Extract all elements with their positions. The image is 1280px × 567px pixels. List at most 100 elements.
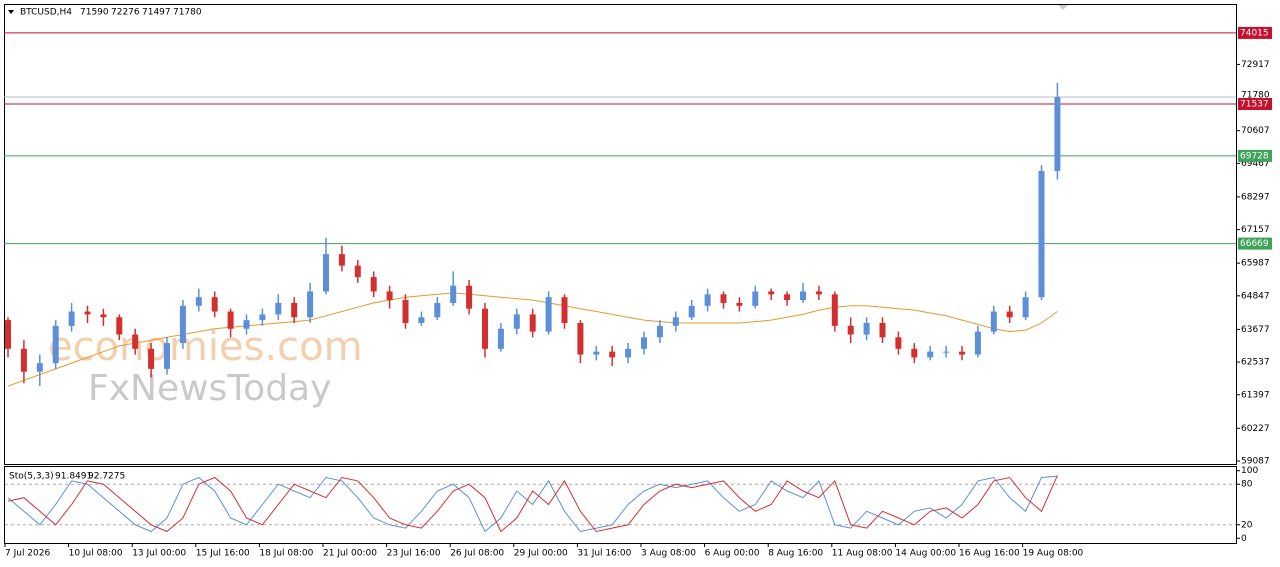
x-tick-label: 10 Jul 08:00: [69, 549, 123, 559]
stoch-tick-label: 80: [1241, 480, 1253, 490]
candle-body: [84, 311, 91, 315]
candle-body: [211, 297, 218, 312]
x-tick-label: 7 Jul 2026: [5, 549, 50, 559]
x-tick-label: 31 Jul 16:00: [577, 549, 631, 559]
header-value: 71590: [80, 8, 109, 18]
header-value: 71497: [142, 8, 171, 18]
candle-body: [800, 291, 806, 301]
stoch-d: [7, 475, 1058, 533]
header-value: 72276: [111, 8, 140, 18]
level-label-bg: [1238, 237, 1272, 250]
x-tick-label: 23 Jul 16:00: [387, 549, 441, 559]
candle-body: [1038, 171, 1045, 298]
stoch-d-value: 92.7275: [88, 472, 125, 482]
level-label: 71537: [1240, 99, 1269, 109]
x-tick-label: 8 Aug 16:00: [768, 549, 823, 559]
candle-body: [879, 322, 886, 338]
stoch-label: Sto(5,3,3): [9, 472, 54, 482]
candle-body: [720, 294, 727, 303]
candle-body: [545, 297, 552, 332]
level-label-bg: [1238, 26, 1272, 39]
header-value: 71780: [173, 8, 202, 18]
candle-body: [450, 285, 457, 303]
candle-body: [291, 302, 298, 318]
candle-body: [943, 351, 950, 353]
candle-body: [386, 291, 393, 301]
main-panel: [4, 4, 1237, 465]
candle-body: [863, 322, 870, 335]
candle-body: [100, 314, 107, 318]
candle-body: [688, 305, 695, 318]
level-label: 74015: [1240, 28, 1269, 38]
candle-body: [990, 311, 997, 332]
y-tick-label: 70607: [1241, 126, 1270, 136]
candle-body: [513, 314, 520, 329]
stoch-tick-label: 0: [1241, 534, 1247, 544]
candle-body: [974, 331, 981, 355]
level-label-bg: [1238, 97, 1272, 110]
candle-body: [148, 348, 155, 369]
y-tick-label: 60227: [1241, 424, 1270, 434]
candle-body: [307, 291, 314, 318]
candle-body: [259, 314, 266, 321]
candle-body: [672, 317, 679, 326]
candle-body: [752, 291, 759, 306]
candle-body: [577, 322, 584, 355]
level-label: 66669: [1240, 239, 1269, 249]
x-tick-label: 13 Jul 00:00: [132, 549, 186, 559]
candle-body: [68, 311, 75, 326]
menu-arrow[interactable]: [8, 10, 14, 14]
y-tick-label: 59087: [1241, 457, 1270, 467]
y-tick-label: 72917: [1241, 60, 1270, 70]
y-tick-label: 67157: [1241, 225, 1270, 235]
x-tick-label: 29 Jul 00:00: [514, 549, 568, 559]
x-tick-label: 19 Aug 08:00: [1023, 549, 1084, 559]
x-tick-label: 14 Aug 00:00: [895, 549, 956, 559]
candle-body: [132, 334, 139, 349]
candle-body: [243, 320, 250, 329]
candle-body: [561, 297, 568, 323]
shift-marker: [1058, 5, 1068, 10]
header: BTCUSD,H4: [20, 8, 72, 18]
candle-body: [179, 305, 186, 344]
candle-body: [275, 302, 282, 315]
candle-body: [402, 300, 409, 323]
y-tick-label: 64847: [1241, 291, 1270, 301]
x-tick-label: 18 Jul 08:00: [259, 549, 313, 559]
candle-body: [1006, 311, 1013, 318]
candle-body: [434, 302, 441, 318]
candle-body: [164, 343, 170, 369]
candle-body: [195, 297, 202, 306]
candle-body: [656, 325, 663, 338]
candle-body: [625, 348, 632, 358]
y-tick-label: 61397: [1241, 390, 1270, 400]
x-tick-label: 11 Aug 08:00: [832, 549, 893, 559]
candle-body: [5, 320, 11, 349]
candle-body: [847, 325, 854, 335]
level-label: 69728: [1240, 151, 1269, 161]
level-label-bg: [1238, 149, 1272, 162]
candle-body: [36, 363, 43, 372]
candle-body: [20, 348, 27, 372]
candle-body: [354, 265, 361, 278]
candle-body: [497, 328, 504, 349]
candle-body: [116, 317, 123, 335]
candle-body: [609, 351, 616, 358]
candle-body: [641, 337, 647, 349]
candle-body: [927, 351, 934, 358]
stoch-k-value: 91.8491: [55, 472, 92, 482]
candle-body: [418, 317, 425, 323]
candle-body: [593, 351, 600, 355]
candle-body: [1022, 297, 1029, 318]
stoch-panel: [4, 466, 1237, 544]
y-tick-label: 62537: [1241, 358, 1270, 368]
x-tick-label: 3 Aug 08:00: [641, 549, 696, 559]
candle-body: [784, 294, 791, 301]
stoch-k: [7, 475, 1058, 533]
candle-body: [466, 285, 473, 309]
last-price-label: 71780: [1241, 91, 1270, 101]
candle-body: [482, 308, 488, 349]
x-tick-label: 6 Aug 00:00: [705, 549, 760, 559]
